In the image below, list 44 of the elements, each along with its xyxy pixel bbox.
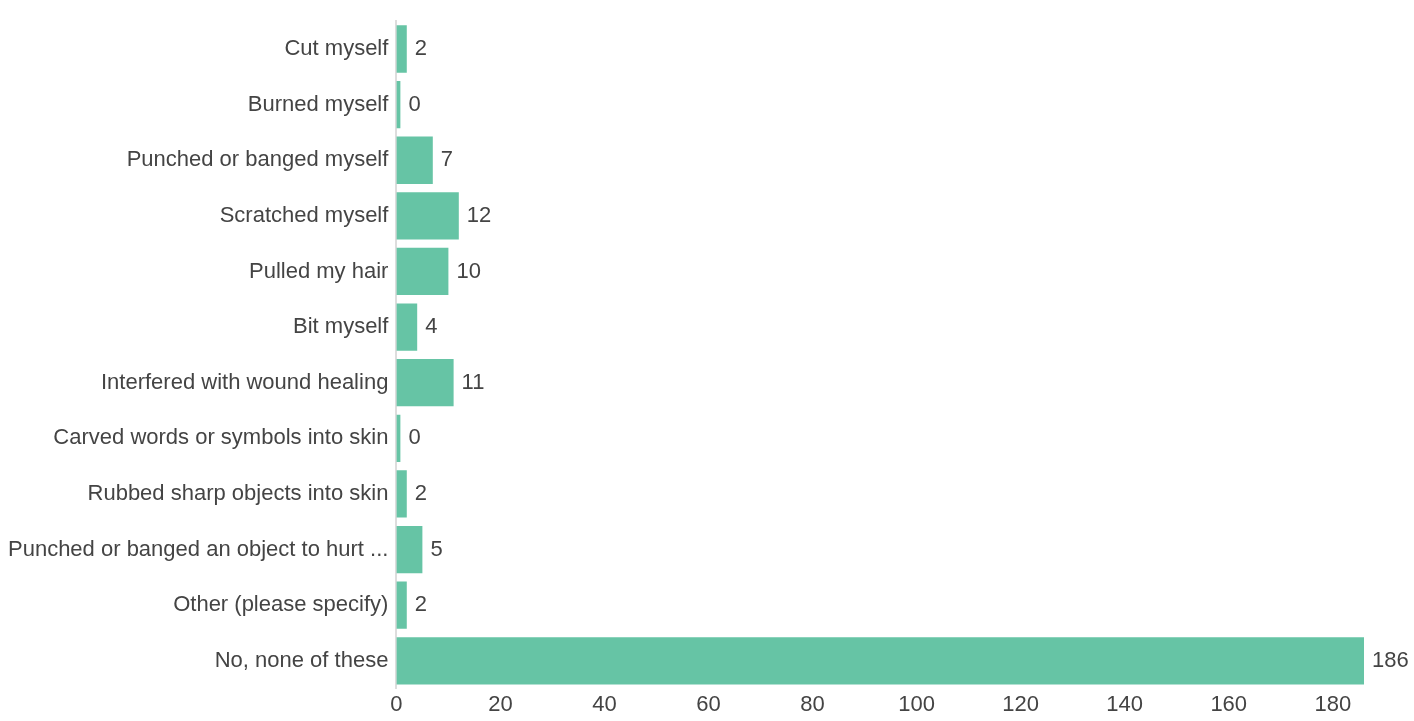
y-tick-label: No, none of these xyxy=(214,646,389,672)
data-label: 2 xyxy=(414,591,428,617)
bar xyxy=(396,247,449,296)
data-label: 4 xyxy=(425,313,438,339)
x-tick-label: 140 xyxy=(1106,690,1144,716)
x-tick-label: 120 xyxy=(1002,690,1040,716)
y-tick-label: Interfered with wound healing xyxy=(100,368,389,394)
data-label: 2 xyxy=(414,480,428,505)
x-tick-label: 100 xyxy=(898,690,935,716)
data-label: 186 xyxy=(1372,646,1409,672)
x-tick-label: 60 xyxy=(696,690,721,716)
bar xyxy=(396,136,433,184)
bar xyxy=(396,25,407,73)
bar xyxy=(396,470,407,518)
x-tick-label: 40 xyxy=(592,690,617,716)
bar xyxy=(396,192,459,240)
y-tick-label: Scratched myself xyxy=(219,201,390,227)
data-label: 7 xyxy=(440,146,454,172)
data-label: 0 xyxy=(408,90,421,116)
bar xyxy=(396,303,418,351)
x-tick-label: 0 xyxy=(390,690,403,716)
y-tick-label: Bit myself xyxy=(293,313,390,339)
y-tick-label: Carved words or symbols into skin xyxy=(53,424,389,450)
data-label: 2 xyxy=(414,35,428,61)
bar xyxy=(396,637,1364,685)
bar xyxy=(396,525,423,574)
bar xyxy=(396,581,407,629)
x-tick-label: 20 xyxy=(488,690,513,716)
data-label: 12 xyxy=(466,201,492,227)
y-tick-label: Cut myself xyxy=(284,35,390,61)
data-label: 0 xyxy=(408,424,421,450)
x-tick-label: 160 xyxy=(1210,690,1248,716)
data-label: 10 xyxy=(456,257,481,283)
y-tick-label: Punched or banged an object to hurt ... xyxy=(7,535,389,561)
bar xyxy=(396,359,454,407)
y-tick-label: Other (please specify) xyxy=(173,591,389,617)
y-tick-label: Rubbed sharp objects into skin xyxy=(87,480,389,505)
y-tick-label: Pulled my hair xyxy=(248,257,389,283)
data-label: 5 xyxy=(430,535,443,561)
y-tick-label: Punched or banged myself xyxy=(126,146,390,172)
x-tick-label: 80 xyxy=(800,690,825,716)
x-tick-label: 180 xyxy=(1314,690,1352,716)
data-label: 11 xyxy=(461,368,485,394)
y-tick-label: Burned myself xyxy=(247,90,390,116)
